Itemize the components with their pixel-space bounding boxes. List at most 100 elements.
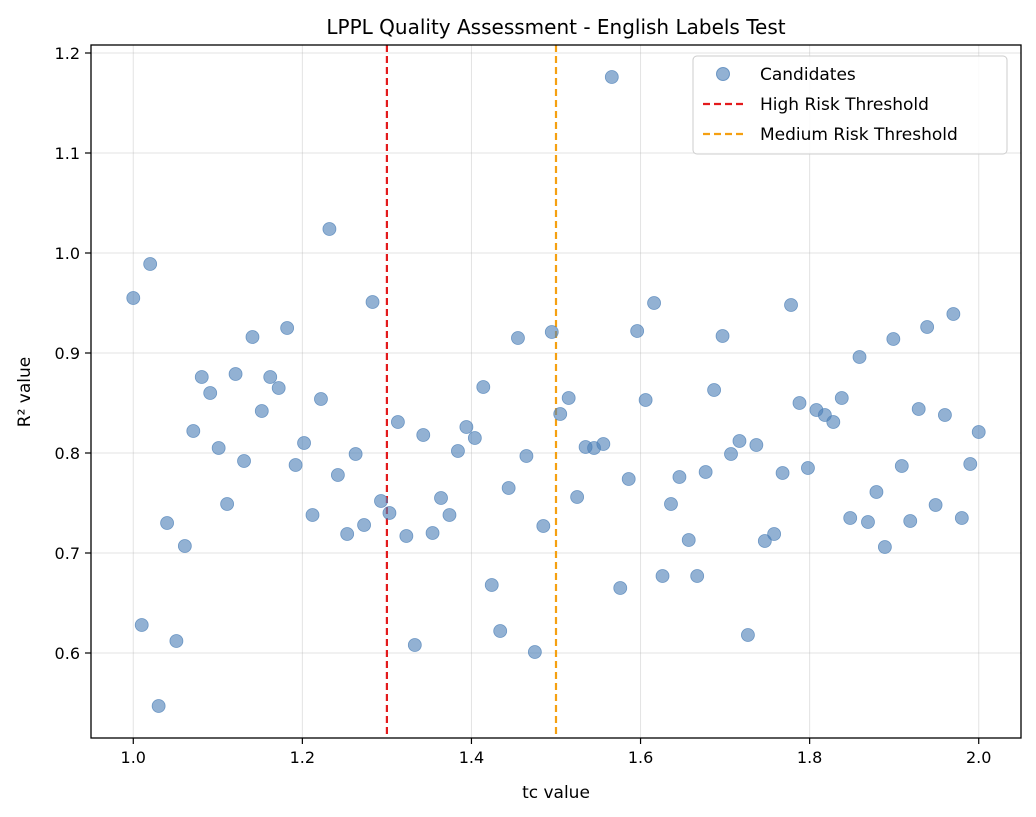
data-point [852, 350, 867, 364]
data-point [732, 434, 747, 448]
x-axis-title: tc value [522, 783, 590, 803]
data-point [451, 444, 465, 458]
x-tick-label: 1.6 [628, 748, 653, 767]
data-point [954, 511, 969, 525]
legend-box [692, 55, 1008, 155]
data-point [553, 407, 568, 421]
y-tick-label: 0.7 [55, 544, 80, 563]
data-point [203, 386, 218, 400]
data-point [134, 618, 149, 632]
data-point [237, 454, 251, 468]
data-point [442, 508, 457, 522]
data-point [561, 391, 576, 405]
data-point [382, 506, 397, 520]
y-axis-ticks: 0.6 0.7 0.8 0.9 1.0 1.1 1.2 [55, 44, 91, 663]
data-point [638, 393, 653, 407]
data-point [749, 438, 764, 452]
data-point [390, 415, 405, 429]
data-point [834, 391, 849, 405]
data-point [348, 447, 363, 461]
y-tick-label: 0.8 [55, 444, 80, 463]
legend: Candidates High Risk Threshold Medium Ri… [692, 55, 1008, 155]
data-point [664, 497, 678, 511]
data-point [263, 370, 278, 384]
data-point [330, 468, 345, 482]
data-point [886, 332, 901, 346]
legend-candidates-marker [716, 67, 730, 81]
data-point [963, 457, 978, 471]
data-point [177, 539, 192, 553]
y-tick-label: 0.9 [55, 344, 80, 363]
data-point [920, 320, 935, 334]
data-point [877, 540, 892, 554]
data-point [928, 498, 943, 512]
data-point [757, 534, 772, 548]
data-point [322, 222, 337, 236]
data-point [672, 470, 687, 484]
data-point [280, 321, 295, 335]
data-point [374, 494, 388, 508]
data-point [698, 465, 713, 479]
data-point [160, 516, 174, 530]
legend-high-risk-label: High Risk Threshold [760, 95, 929, 115]
data-point [340, 527, 355, 541]
data-point [784, 298, 798, 312]
data-point [767, 527, 782, 541]
threshold-lines [385, 45, 558, 738]
data-point [416, 428, 431, 442]
data-point [314, 392, 328, 406]
data-point [621, 472, 636, 486]
data-point [724, 447, 738, 461]
data-point [467, 431, 482, 445]
data-point [501, 481, 516, 495]
data-point [357, 518, 371, 532]
data-point [399, 529, 414, 543]
data-point [476, 380, 491, 394]
data-point [681, 533, 696, 547]
data-point [630, 324, 645, 338]
data-point [544, 325, 559, 339]
data-point [604, 70, 619, 84]
data-point [407, 638, 422, 652]
data-point [527, 645, 542, 659]
data-point [536, 519, 551, 533]
data-point [169, 634, 184, 648]
plot-frame [90, 44, 1022, 739]
y-tick-label: 1.1 [55, 144, 80, 163]
data-point [690, 569, 705, 583]
data-point [707, 383, 721, 397]
data-point [801, 461, 815, 475]
data-point [843, 511, 858, 525]
data-point [792, 396, 807, 410]
y-tick-label: 1.0 [55, 244, 80, 263]
data-point [365, 295, 380, 309]
data-point [971, 425, 986, 439]
data-point [194, 370, 209, 384]
x-axis-ticks: 1.0 1.2 1.4 1.6 1.8 2.0 [121, 738, 991, 767]
x-tick-label: 2.0 [966, 748, 991, 767]
data-point [613, 581, 628, 595]
x-tick-label: 1.4 [459, 748, 484, 767]
data-point [151, 699, 166, 713]
data-point [305, 508, 320, 522]
y-tick-label: 1.2 [55, 44, 80, 63]
data-point [126, 291, 141, 305]
data-point [434, 491, 448, 505]
data-point [254, 404, 269, 418]
data-point [903, 514, 918, 528]
data-point [519, 449, 534, 463]
data-point [143, 257, 158, 271]
data-point [245, 330, 260, 344]
data-point [655, 569, 670, 583]
data-point [861, 515, 875, 529]
data-point [228, 367, 243, 381]
data-point [297, 436, 311, 450]
data-point [715, 329, 730, 343]
data-point [220, 497, 235, 511]
y-axis-title: R² value [15, 357, 35, 427]
data-point [425, 526, 440, 540]
legend-medium-risk-label: Medium Risk Threshold [760, 125, 958, 145]
data-point [459, 420, 474, 434]
data-point [570, 490, 585, 504]
